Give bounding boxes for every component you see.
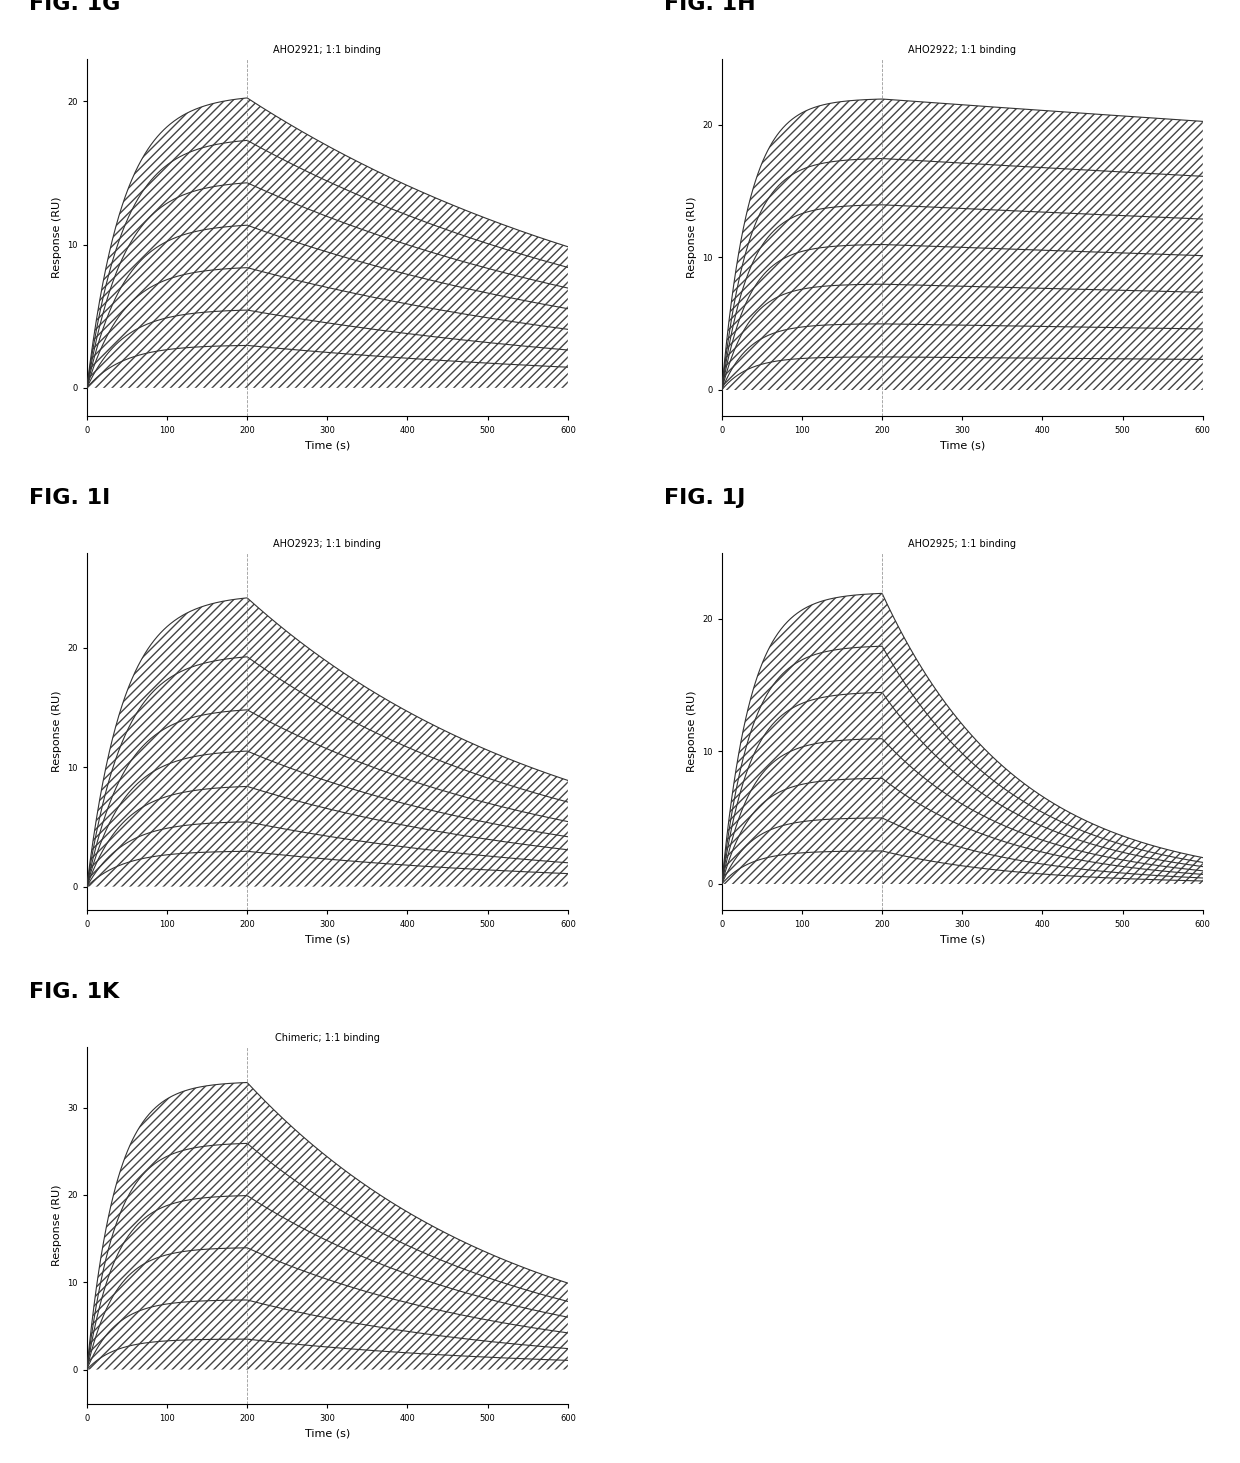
X-axis label: Time (s): Time (s) (940, 440, 985, 451)
Y-axis label: Response (RU): Response (RU) (52, 196, 62, 278)
Title: AHO2925; 1:1 binding: AHO2925; 1:1 binding (908, 538, 1017, 549)
Title: Chimeric; 1:1 binding: Chimeric; 1:1 binding (275, 1033, 379, 1043)
Y-axis label: Response (RU): Response (RU) (52, 691, 62, 772)
Text: FIG. 1G: FIG. 1G (29, 0, 120, 15)
Y-axis label: Response (RU): Response (RU) (687, 691, 697, 772)
X-axis label: Time (s): Time (s) (940, 933, 985, 944)
Text: FIG. 1K: FIG. 1K (29, 982, 119, 1002)
Title: AHO2923; 1:1 binding: AHO2923; 1:1 binding (273, 538, 381, 549)
Text: FIG. 1J: FIG. 1J (665, 489, 745, 508)
X-axis label: Time (s): Time (s) (305, 933, 350, 944)
Text: FIG. 1I: FIG. 1I (29, 489, 110, 508)
Title: AHO2921; 1:1 binding: AHO2921; 1:1 binding (273, 45, 381, 56)
Y-axis label: Response (RU): Response (RU) (52, 1185, 62, 1267)
Title: AHO2922; 1:1 binding: AHO2922; 1:1 binding (908, 45, 1017, 56)
X-axis label: Time (s): Time (s) (305, 1428, 350, 1438)
Y-axis label: Response (RU): Response (RU) (687, 196, 697, 278)
X-axis label: Time (s): Time (s) (305, 440, 350, 451)
Text: FIG. 1H: FIG. 1H (665, 0, 755, 15)
